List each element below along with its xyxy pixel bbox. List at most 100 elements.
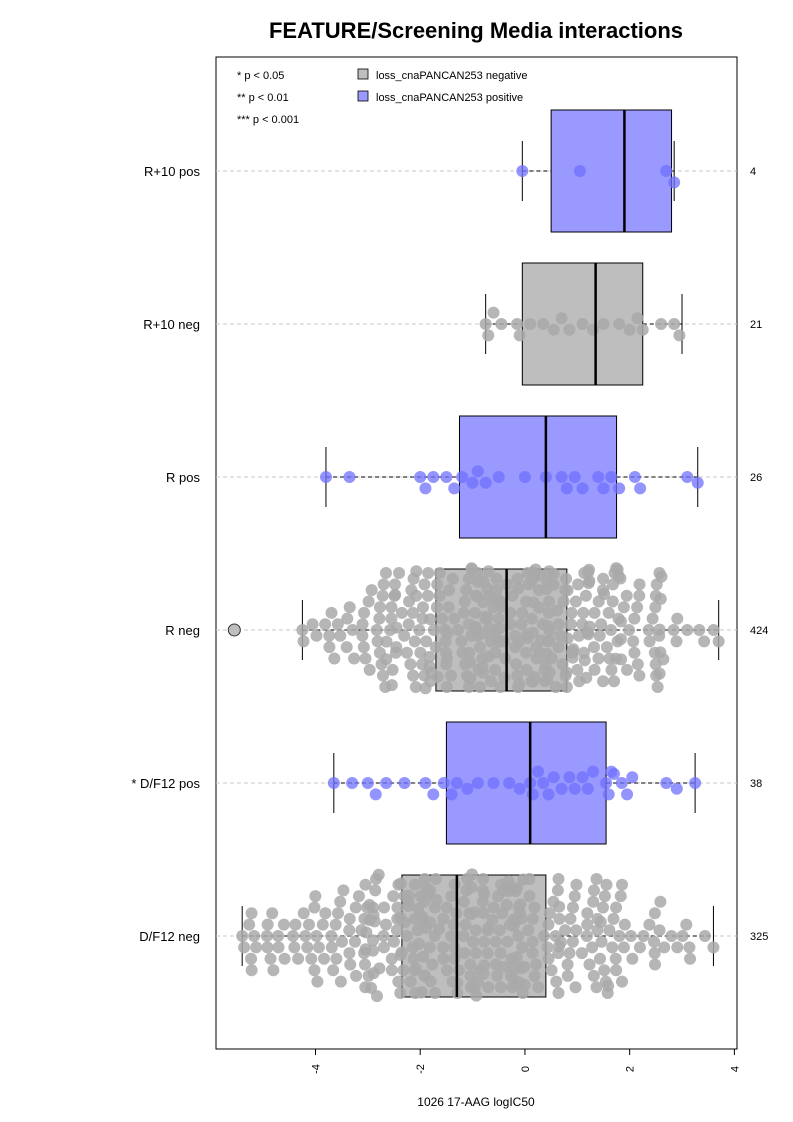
data-point	[486, 913, 499, 926]
data-point	[513, 782, 526, 795]
data-point	[346, 777, 359, 789]
data-point	[407, 669, 420, 682]
data-point	[532, 765, 545, 778]
data-point	[448, 878, 461, 891]
data-point	[497, 960, 510, 973]
data-point	[359, 878, 372, 891]
data-point	[288, 941, 301, 954]
data-point	[533, 601, 546, 614]
data-point	[561, 958, 574, 971]
data-point	[569, 595, 582, 608]
significance-legend-item: *** p < 0.001	[237, 114, 299, 126]
data-point	[670, 782, 683, 795]
data-point	[520, 646, 533, 659]
data-point	[691, 476, 704, 489]
data-point	[388, 578, 401, 591]
data-point	[423, 884, 436, 897]
data-point	[593, 629, 606, 642]
data-point	[289, 918, 302, 931]
data-point	[417, 950, 430, 963]
data-point	[616, 975, 629, 988]
x-tick-label: -4	[310, 1064, 322, 1074]
outlier-point	[227, 623, 241, 637]
data-point	[564, 618, 577, 631]
legend-label: loss_cnaPANCAN253 positive	[376, 92, 523, 104]
data-point	[597, 318, 610, 330]
data-point	[272, 930, 285, 942]
data-point	[707, 941, 720, 954]
data-point	[369, 884, 382, 897]
data-point	[510, 658, 523, 671]
data-point	[245, 907, 258, 920]
data-point	[581, 907, 594, 920]
data-point	[319, 907, 332, 920]
data-point	[615, 777, 628, 789]
data-point	[523, 873, 536, 886]
data-point	[495, 318, 508, 330]
data-point	[513, 329, 526, 342]
data-point	[292, 952, 305, 965]
data-point	[444, 669, 457, 682]
data-point	[563, 323, 576, 336]
data-point	[418, 578, 431, 591]
data-point	[426, 958, 439, 971]
data-point	[510, 951, 523, 964]
data-point	[412, 937, 425, 950]
data-point	[511, 572, 524, 585]
data-point	[610, 964, 623, 977]
data-point	[272, 941, 285, 954]
data-point	[568, 471, 581, 483]
data-point	[561, 969, 574, 982]
data-point	[356, 629, 369, 642]
data-point	[385, 964, 398, 977]
data-point	[277, 918, 290, 931]
data-point	[633, 941, 646, 954]
data-point	[621, 788, 634, 801]
data-point	[602, 979, 615, 992]
x-tick-label: 4	[729, 1066, 741, 1072]
data-point	[618, 918, 631, 931]
data-point	[555, 782, 568, 795]
data-point	[489, 935, 502, 948]
data-point	[278, 952, 291, 965]
data-point	[356, 618, 369, 631]
data-point	[602, 788, 615, 801]
data-point	[445, 890, 458, 903]
data-point	[380, 777, 393, 789]
data-point	[457, 895, 470, 908]
count-label: 26	[750, 472, 762, 484]
significance-legend-item: ** p < 0.01	[237, 92, 289, 104]
data-point	[525, 612, 538, 625]
data-point	[555, 471, 568, 483]
data-point	[482, 981, 495, 994]
data-point	[451, 624, 464, 636]
data-point	[581, 918, 594, 931]
data-point	[549, 681, 562, 693]
data-point	[408, 635, 421, 648]
data-point	[267, 964, 280, 977]
data-point	[570, 924, 583, 937]
data-point	[457, 930, 470, 942]
data-point	[359, 958, 372, 971]
data-point	[617, 941, 630, 954]
data-point	[243, 918, 256, 931]
data-point	[513, 678, 526, 691]
data-point	[463, 646, 476, 659]
data-point	[515, 618, 528, 631]
data-point	[450, 777, 463, 789]
data-point	[319, 471, 332, 483]
data-point	[653, 667, 666, 680]
data-point	[578, 654, 591, 667]
data-point	[553, 900, 566, 913]
data-point	[431, 578, 444, 591]
data-point	[653, 623, 666, 636]
data-point	[487, 901, 500, 914]
data-point	[600, 777, 613, 789]
data-point	[308, 901, 321, 914]
data-point	[516, 941, 529, 954]
data-point	[561, 584, 574, 597]
data-point	[332, 907, 345, 920]
data-point	[328, 652, 341, 665]
count-label: 4	[750, 166, 756, 178]
data-point	[343, 924, 356, 937]
